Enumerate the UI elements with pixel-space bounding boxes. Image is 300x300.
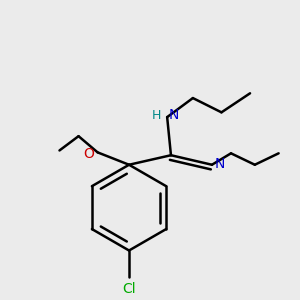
- Text: Cl: Cl: [122, 282, 136, 296]
- Text: N: N: [215, 157, 225, 171]
- Text: N: N: [169, 108, 179, 122]
- Text: H: H: [152, 109, 161, 122]
- Text: O: O: [83, 147, 94, 161]
